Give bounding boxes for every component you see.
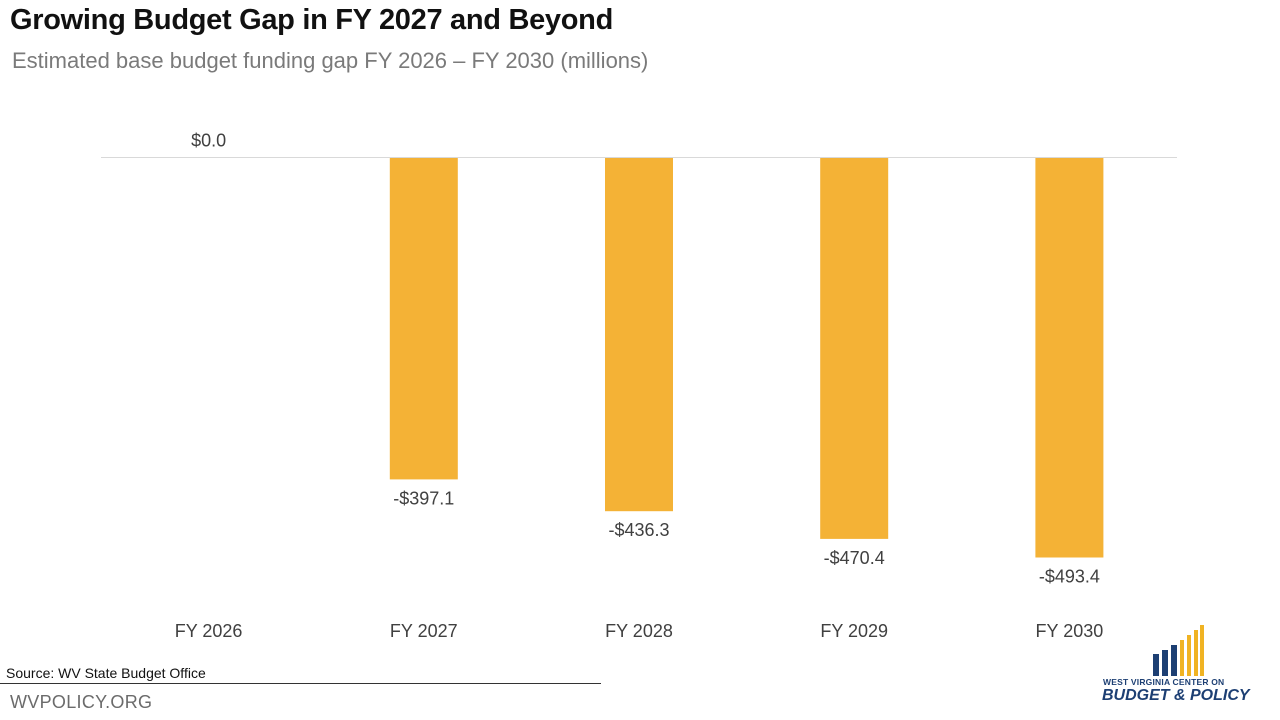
logo-line-1: WEST VIRGINIA CENTER ON (1103, 677, 1225, 687)
bar-fy-2028 (605, 157, 673, 512)
logo-line-2: BUDGET & POLICY (1102, 687, 1250, 704)
bar-fy-2027 (389, 157, 458, 480)
category-label-fy-2027: FY 2027 (390, 621, 458, 641)
data-label-fy-2028: -$436.3 (608, 520, 669, 540)
chart-subtitle: Estimated base budget funding gap FY 202… (12, 48, 649, 73)
category-label-fy-2028: FY 2028 (605, 621, 673, 641)
source-divider (0, 683, 601, 684)
labels-layer: $0.0 -$397.1 -$436.3 -$470.4 -$493.4 (191, 131, 1100, 587)
data-label-fy-2030: -$493.4 (1039, 567, 1100, 587)
category-label-fy-2030: FY 2030 (1036, 621, 1104, 641)
category-label-fy-2029: FY 2029 (820, 621, 888, 641)
logo-bars-icon (1153, 625, 1204, 676)
bar-fy-2030 (1035, 157, 1104, 558)
category-axis: FY 2026 FY 2027 FY 2028 FY 2029 FY 2030 (175, 621, 1104, 641)
source-note: Source: WV State Budget Office (6, 665, 206, 681)
bar-fy-2029 (820, 157, 889, 539)
data-label-fy-2027: -$397.1 (393, 488, 454, 508)
bars-layer (389, 157, 1104, 558)
category-label-fy-2026: FY 2026 (175, 621, 243, 641)
data-label-fy-2026: $0.0 (191, 131, 226, 151)
wvcbp-logo: WEST VIRGINIA CENTER ON BUDGET & POLICY (1100, 624, 1280, 720)
website-link[interactable]: WVPOLICY.ORG (10, 692, 153, 712)
chart-title: Growing Budget Gap in FY 2027 and Beyond (10, 4, 613, 36)
data-label-fy-2029: -$470.4 (824, 548, 885, 568)
